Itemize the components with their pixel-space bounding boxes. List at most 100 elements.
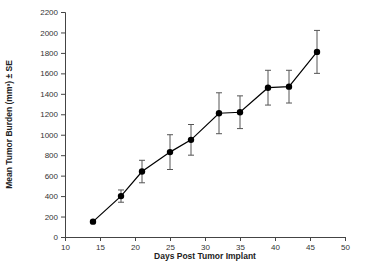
tick-mark	[275, 237, 276, 241]
error-cap	[118, 189, 124, 190]
tick-mark	[61, 155, 65, 156]
tick: 20	[131, 237, 140, 252]
tick-label: 15	[96, 243, 105, 252]
data-line	[93, 52, 317, 222]
error-bar	[216, 93, 222, 134]
tick-mark	[61, 135, 65, 136]
tick-label: 1000	[40, 131, 58, 140]
error-cap	[237, 128, 243, 129]
tick-mark	[61, 196, 65, 197]
axis-line	[66, 238, 346, 242]
tick: 1400	[40, 90, 65, 99]
marker	[286, 83, 292, 89]
marker	[188, 137, 194, 143]
marker	[237, 109, 243, 115]
tick-mark	[310, 237, 311, 241]
tick-label: 50	[341, 243, 350, 252]
error-cap	[139, 182, 145, 183]
tick-mark	[205, 237, 206, 241]
marker	[90, 218, 96, 224]
tick-label: 1200	[40, 110, 58, 119]
error-bar	[139, 160, 145, 183]
marks	[90, 30, 320, 224]
tick-label: 0	[54, 233, 59, 242]
tick: 30	[201, 237, 210, 252]
tick-label: 2200	[40, 8, 58, 17]
tick-label: 800	[45, 151, 59, 160]
error-cap	[139, 160, 145, 161]
tick: 0	[54, 233, 65, 242]
error-cap	[265, 105, 271, 106]
error-bar	[118, 190, 124, 202]
tick-mark	[61, 217, 65, 218]
tick-mark	[345, 237, 346, 241]
marker	[314, 49, 320, 55]
x-axis-title: Days Post Tumor Implant	[154, 251, 256, 261]
error-bar	[167, 135, 173, 170]
tick-mark	[170, 237, 171, 241]
axis-line	[61, 13, 66, 238]
y-axis-title: Mean Tumor Burden (mm³) ± SE	[4, 60, 14, 189]
tick: 15	[96, 237, 105, 252]
markers	[90, 49, 320, 225]
tick: 2200	[40, 8, 65, 17]
error-cap	[118, 202, 124, 203]
tick-label: 600	[45, 172, 59, 181]
tick-mark	[61, 237, 65, 238]
tick: 50	[341, 237, 350, 252]
error-bar	[265, 70, 271, 105]
marker	[139, 168, 145, 174]
tick: 200	[45, 213, 65, 222]
tick-label: 1600	[40, 69, 58, 78]
tick-mark	[135, 237, 136, 241]
error-cap	[237, 95, 243, 96]
error-cap	[314, 73, 320, 74]
tick-label: 40	[271, 243, 280, 252]
marker	[265, 84, 271, 90]
tick-label: 10	[61, 243, 70, 252]
error-cap	[188, 155, 194, 156]
tick-label: 2000	[40, 29, 58, 38]
marker	[216, 110, 222, 116]
tick-mark	[61, 176, 65, 177]
marker	[118, 193, 124, 199]
y-axis: 0 200 400 600 800 1000 1200 1400 1600 1800 2000 220…	[40, 8, 65, 242]
error-bar	[286, 70, 292, 103]
error-bar	[237, 96, 243, 129]
chart: 10 15 20 25 30 35 40 45 50 0 200 400 600 800 1000 1200 1…	[0, 0, 376, 262]
tick: 800	[45, 151, 65, 160]
error-bar	[314, 30, 320, 73]
x-axis: 10 15 20 25 30 35 40 45 50	[61, 237, 350, 252]
tick-label: 45	[306, 243, 315, 252]
tick-label: 400	[45, 192, 59, 201]
tick: 35	[236, 237, 245, 252]
error-cap	[167, 169, 173, 170]
tick: 1000	[40, 131, 65, 140]
tick: 45	[306, 237, 315, 252]
tick-mark	[61, 94, 65, 95]
tick-mark	[61, 73, 65, 74]
tick-mark	[61, 32, 65, 33]
error-cap	[314, 30, 320, 31]
tick-label: 1400	[40, 90, 58, 99]
tick: 25	[166, 237, 175, 252]
tick-mark	[240, 237, 241, 241]
tick-label: 1800	[40, 49, 58, 58]
plot: 10 15 20 25 30 35 40 45 50 0 200 400 600 800 1000 1200 1…	[40, 8, 350, 252]
marker	[167, 149, 173, 155]
tick: 1200	[40, 110, 65, 119]
tick: 1600	[40, 69, 65, 78]
tick-mark	[61, 53, 65, 54]
error-cap	[167, 134, 173, 135]
error-cap	[188, 124, 194, 125]
error-cap	[286, 103, 292, 104]
tick-label: 200	[45, 213, 59, 222]
error-cap	[216, 92, 222, 93]
error-bar	[188, 125, 194, 156]
tick-label: 20	[131, 243, 140, 252]
error-cap	[216, 133, 222, 134]
tick: 2000	[40, 29, 65, 38]
tick: 400	[45, 192, 65, 201]
tick: 40	[271, 237, 280, 252]
tick: 1800	[40, 49, 65, 58]
